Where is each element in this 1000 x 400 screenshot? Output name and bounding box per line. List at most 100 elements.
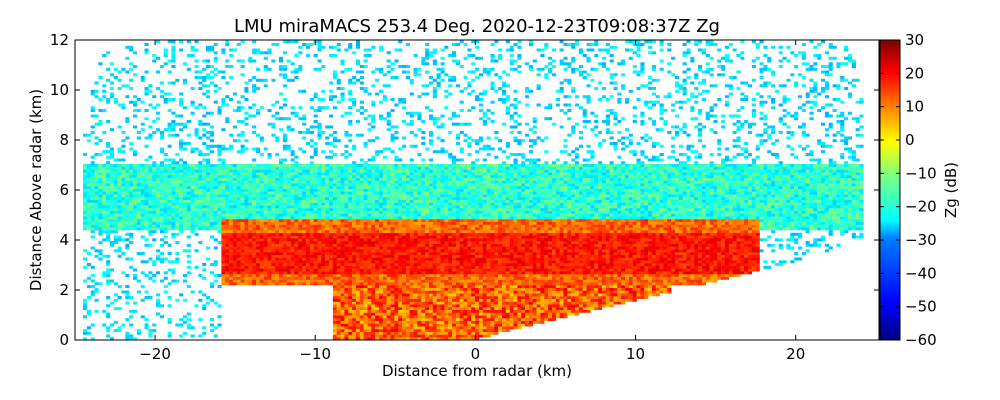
radar-cell <box>290 172 295 176</box>
radar-cell <box>148 276 153 280</box>
radar-cell <box>209 164 214 167</box>
radar-cell <box>113 67 118 71</box>
radar-cell <box>367 180 372 184</box>
radar-cell <box>121 183 126 187</box>
radar-cell <box>209 227 214 231</box>
radar-cell <box>371 169 376 173</box>
radar-cell <box>371 301 376 305</box>
radar-cell <box>359 133 364 137</box>
radar-cell <box>386 298 391 302</box>
radar-cell <box>275 199 280 203</box>
radar-cell <box>290 254 295 258</box>
radar-cell <box>179 172 184 176</box>
radar-cell <box>94 224 99 228</box>
radar-cell <box>340 114 345 118</box>
radar-cell <box>240 252 245 255</box>
radar-cell <box>394 194 399 198</box>
radar-cell <box>417 169 422 173</box>
radar-cell <box>398 301 403 305</box>
radar-cell <box>332 95 337 99</box>
radar-cell <box>405 249 410 253</box>
radar-cell <box>225 257 230 261</box>
radar-cell <box>379 224 384 228</box>
radar-cell <box>190 100 195 104</box>
radar-cell <box>313 164 318 167</box>
radar-cell <box>244 249 249 253</box>
radar-cell <box>382 257 387 261</box>
radar-cell <box>332 243 337 247</box>
radar-cell <box>405 243 410 247</box>
radar-cell <box>133 194 138 198</box>
radar-cell <box>371 199 376 203</box>
radar-cell <box>398 65 403 68</box>
radar-cell <box>371 186 376 190</box>
radar-cell <box>240 65 245 68</box>
radar-cell <box>386 197 391 200</box>
radar-cell <box>240 282 245 286</box>
radar-cell <box>409 296 414 299</box>
radar-cell <box>252 205 257 209</box>
radar-cell <box>394 230 399 234</box>
radar-cell <box>148 227 153 231</box>
radar-cell <box>286 227 291 231</box>
radar-cell <box>375 188 380 192</box>
radar-cell <box>263 268 268 272</box>
radar-cell <box>394 205 399 209</box>
radar-cell <box>98 213 103 217</box>
radar-cell <box>317 43 322 46</box>
radar-cell <box>321 164 326 167</box>
radar-cell <box>167 180 172 184</box>
radar-cell <box>206 48 211 52</box>
radar-cell <box>340 208 345 212</box>
radar-cell <box>109 87 114 90</box>
radar-cell <box>282 254 287 258</box>
radar-cell <box>263 232 268 236</box>
radar-cell <box>421 120 426 123</box>
radar-cell <box>144 238 149 242</box>
radar-cell <box>371 227 376 231</box>
radar-cell <box>348 139 353 143</box>
radar-cell <box>352 282 357 286</box>
radar-cell <box>140 221 145 225</box>
radar-cell <box>348 194 353 198</box>
radar-cell <box>302 180 307 184</box>
radar-cell <box>148 84 153 88</box>
radar-cell <box>156 197 161 200</box>
radar-cell <box>382 221 387 225</box>
radar-cell <box>344 150 349 154</box>
radar-cell <box>225 208 230 212</box>
radar-cell <box>133 208 138 212</box>
radar-cell <box>348 205 353 209</box>
radar-cell <box>167 40 172 44</box>
radar-cell <box>175 202 180 206</box>
radar-cell <box>302 279 307 283</box>
radar-cell <box>179 188 184 192</box>
radar-cell <box>302 238 307 242</box>
radar-cell <box>421 219 426 222</box>
radar-cell <box>352 254 357 258</box>
radar-cell <box>148 89 153 93</box>
radar-cell <box>125 257 130 261</box>
radar-cell <box>83 221 88 225</box>
radar-cell <box>425 235 430 239</box>
radar-cell <box>221 202 226 206</box>
radar-cell <box>213 246 218 250</box>
radar-cell <box>179 169 184 173</box>
radar-cell <box>129 48 134 52</box>
radar-cell <box>152 197 157 200</box>
radar-cell <box>348 246 353 250</box>
radar-cell <box>98 122 103 126</box>
radar-cell <box>382 73 387 77</box>
radar-cell <box>156 183 161 187</box>
radar-cell <box>213 175 218 178</box>
radar-cell <box>379 260 384 264</box>
radar-cell <box>344 334 349 338</box>
radar-cell <box>256 252 261 255</box>
radar-cell <box>329 114 334 118</box>
radar-cell <box>367 177 372 181</box>
radar-cell <box>129 205 134 209</box>
radar-cell <box>248 183 253 187</box>
radar-cell <box>344 282 349 286</box>
radar-cell <box>163 285 168 288</box>
radar-cell <box>113 199 118 203</box>
